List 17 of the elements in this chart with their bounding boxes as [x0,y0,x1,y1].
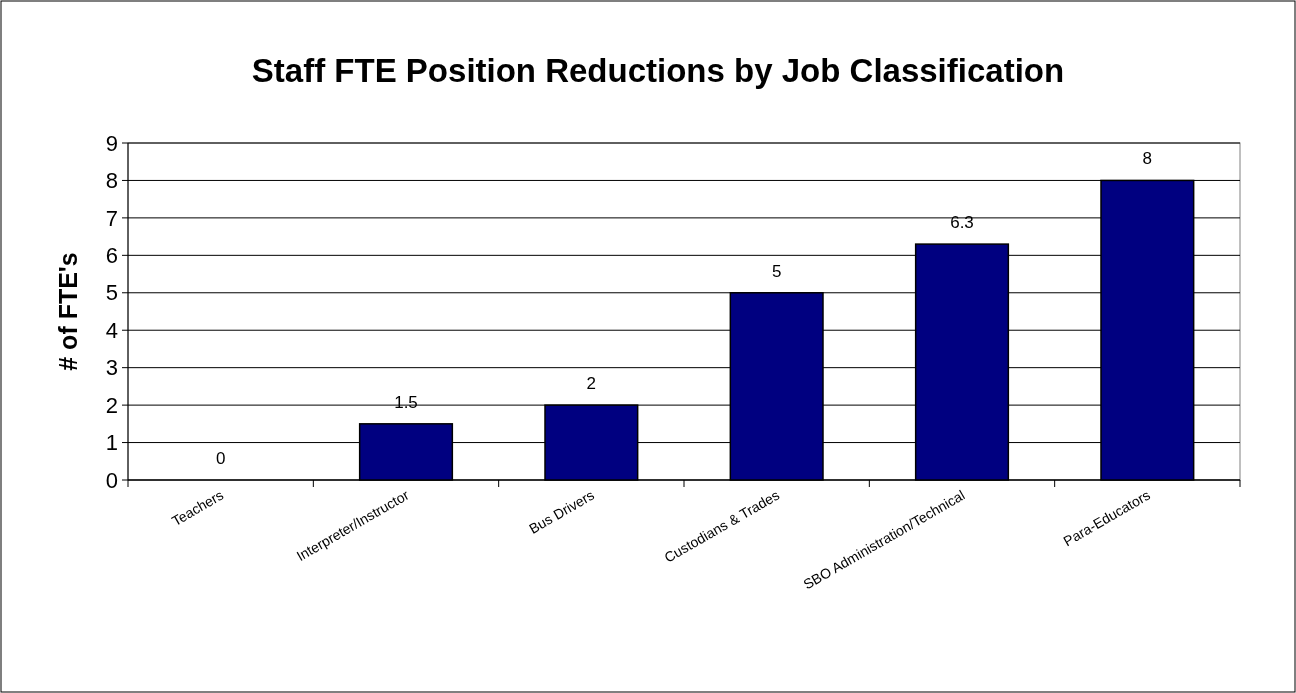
y-tick-label: 6 [105,243,118,269]
data-label: 5 [771,261,782,281]
data-label: 6.3 [950,213,974,233]
y-tick-label: 4 [105,317,118,343]
y-tick-label: 8 [105,168,118,194]
y-tick-label: 2 [105,392,118,418]
y-tick-label: 1 [105,430,118,456]
y-tick-label: 7 [105,205,118,231]
y-tick-label: 9 [105,130,118,156]
y-tick-label: 5 [105,280,118,306]
data-label: 8 [1142,149,1153,169]
y-tick-label: 3 [105,355,118,381]
data-label: 0 [215,449,226,468]
data-label: 2 [586,374,597,394]
chart-title: Staff FTE Position Reductions by Job Classification [251,52,1065,89]
y-tick-label: 0 [105,467,118,493]
y-axis-title: # of FTE's [54,252,82,371]
